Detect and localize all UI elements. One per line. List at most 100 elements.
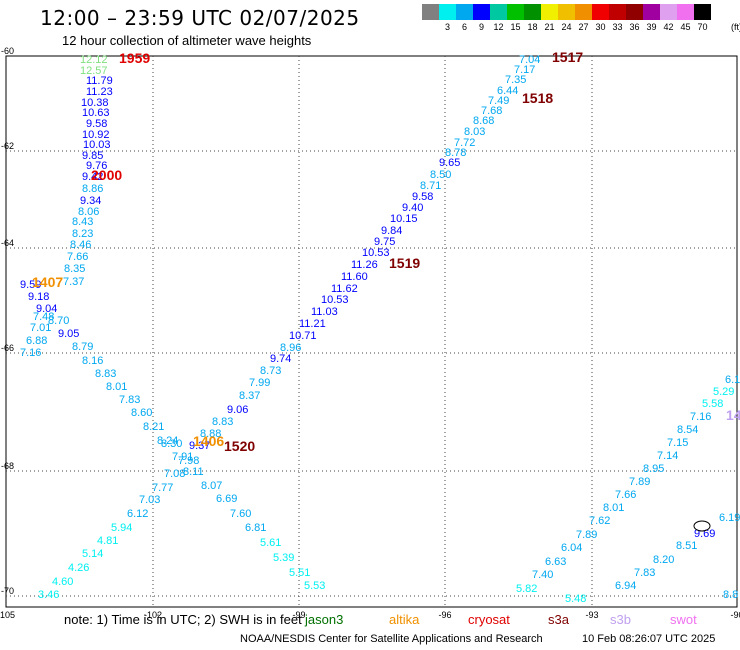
axis-tick-labels: -105 -102 -99 -96 -93 -90 -60 -62 -64 -66 -68 -70 — [0, 46, 740, 620]
swh-value: 9.18 — [28, 291, 49, 303]
swh-value: 4.60 — [52, 576, 73, 588]
swh-value: 11.79 — [86, 75, 113, 87]
legend-swatch: 21 — [541, 4, 558, 32]
swh-value: 5.51 — [289, 567, 310, 579]
lon-tick-label: -102 — [144, 610, 162, 620]
swh-value: 5.61 — [260, 537, 281, 549]
legend-tick: 30 — [595, 22, 606, 32]
legend-swatch: 12 — [490, 4, 507, 32]
swh-value: 8.06 — [78, 206, 99, 218]
swh-value: 7.98 — [178, 455, 199, 467]
swh-value: 8.96 — [280, 342, 301, 354]
page-subtitle: 12 hour collection of altimeter wave hei… — [62, 33, 312, 48]
swh-value: 8.51 — [676, 540, 697, 552]
footer-note: note: 1) Time is in UTC; 2) SWH is in fe… — [64, 612, 302, 627]
pass-label: 1518 — [522, 90, 553, 106]
pass-label: 2000 — [91, 167, 122, 183]
swh-value: 9.37 — [189, 440, 210, 452]
swh-value: 8.03 — [464, 126, 485, 138]
swh-value: 8.21 — [143, 421, 164, 433]
swh-value: 8.16 — [82, 355, 103, 367]
swh-value: 7.03 — [139, 494, 160, 506]
swh-value: 12.12 — [80, 54, 108, 66]
legend-swatch: 70 — [694, 4, 711, 32]
swh-value: 8.86 — [82, 183, 103, 195]
swh-value: 6.63 — [545, 556, 566, 568]
pass-label: 1407 — [32, 274, 63, 290]
swh-value: 8.24 — [157, 435, 178, 447]
legend-tick: 21 — [544, 22, 555, 32]
legend-swatch: 3 — [439, 4, 456, 32]
swh-value: 8.88 — [200, 428, 221, 440]
lon-tick-label: -99 — [292, 610, 305, 620]
swh-value: 5.14 — [82, 548, 103, 560]
swh-value: 6.69 — [216, 493, 237, 505]
track-values: 12.1212.5711.7911.2310.3810.639.5810.921… — [20, 54, 740, 605]
swh-value: 6.88 — [26, 335, 47, 347]
pass-label: 14 — [726, 407, 740, 423]
swh-value: 7.89 — [629, 476, 650, 488]
legend-tick: 27 — [578, 22, 589, 32]
swh-value: 9.85 — [82, 150, 103, 162]
swh-value: 9.76 — [86, 160, 107, 172]
legend-swatch: 18 — [524, 4, 541, 32]
swh-value: 8.60 — [131, 407, 152, 419]
swh-value: 8.07 — [201, 480, 222, 492]
pass-label: 1520 — [224, 438, 255, 454]
swh-value: 7.16 — [690, 411, 711, 423]
swh-value: 8.37 — [239, 390, 260, 402]
legend-tick: 42 — [663, 22, 674, 32]
swh-value: 6.12 — [127, 508, 148, 520]
swh-value: 7.91 — [172, 451, 193, 463]
swh-value: 5.82 — [516, 583, 537, 595]
swh-value: 7.37 — [63, 276, 84, 288]
swh-value: 9.75 — [374, 236, 395, 248]
swh-value: 3.46 — [38, 589, 59, 601]
satellite-cryosat: cryosat — [468, 612, 510, 627]
legend-tick: 15 — [510, 22, 521, 32]
legend-swatch: 6 — [456, 4, 473, 32]
legend-swatch: 42 — [660, 4, 677, 32]
swh-value: 5.53 — [304, 580, 325, 592]
lat-tick-label: -66 — [1, 343, 14, 353]
legend-tick: 12 — [493, 22, 504, 32]
map-frame — [5, 55, 738, 608]
swh-value: 8.50 — [430, 169, 451, 181]
feature-outline — [693, 520, 711, 532]
lon-tick-label: -93 — [585, 610, 598, 620]
swh-value: 7.17 — [514, 64, 535, 76]
swh-value: 8.83 — [212, 416, 233, 428]
swh-value: 5.58 — [702, 398, 723, 410]
swh-value: 7.01 — [30, 322, 51, 334]
swh-value: 9.34 — [80, 195, 101, 207]
swh-value: 11.60 — [341, 271, 368, 283]
swh-value: 12.57 — [80, 65, 108, 77]
swh-value: 8.95 — [643, 463, 664, 475]
pass-label: 1519 — [389, 255, 420, 271]
swh-value: 11.03 — [311, 306, 338, 318]
legend-tick: 18 — [527, 22, 538, 32]
swh-value: 6.44 — [497, 85, 518, 97]
swh-value: 10.71 — [289, 330, 317, 342]
swh-value: 6.19 — [719, 512, 740, 524]
swh-value: 7.35 — [505, 74, 526, 86]
pass-label: 1517 — [552, 49, 583, 65]
legend-swatch: 33 — [609, 4, 626, 32]
lon-tick-label: -90 — [730, 610, 740, 620]
legend-swatch: 27 — [575, 4, 592, 32]
pass-label: 1406 — [193, 433, 224, 449]
swh-value: 8.68 — [473, 115, 494, 127]
swh-value: 9.05 — [58, 328, 79, 340]
legend-swatch: 30 — [592, 4, 609, 32]
swh-value: 8.23 — [72, 228, 93, 240]
swh-value: 9.40 — [402, 202, 423, 214]
swh-value: 10.38 — [81, 97, 109, 109]
swh-value: 7.66 — [615, 489, 636, 501]
pass-label: 1959 — [119, 50, 150, 66]
legend-swatch: 45 — [677, 4, 694, 32]
lat-tick-label: -70 — [1, 586, 14, 596]
swh-value: 8.30 — [161, 438, 182, 450]
legend-tick: 24 — [561, 22, 572, 32]
swh-value: 8.73 — [260, 365, 281, 377]
